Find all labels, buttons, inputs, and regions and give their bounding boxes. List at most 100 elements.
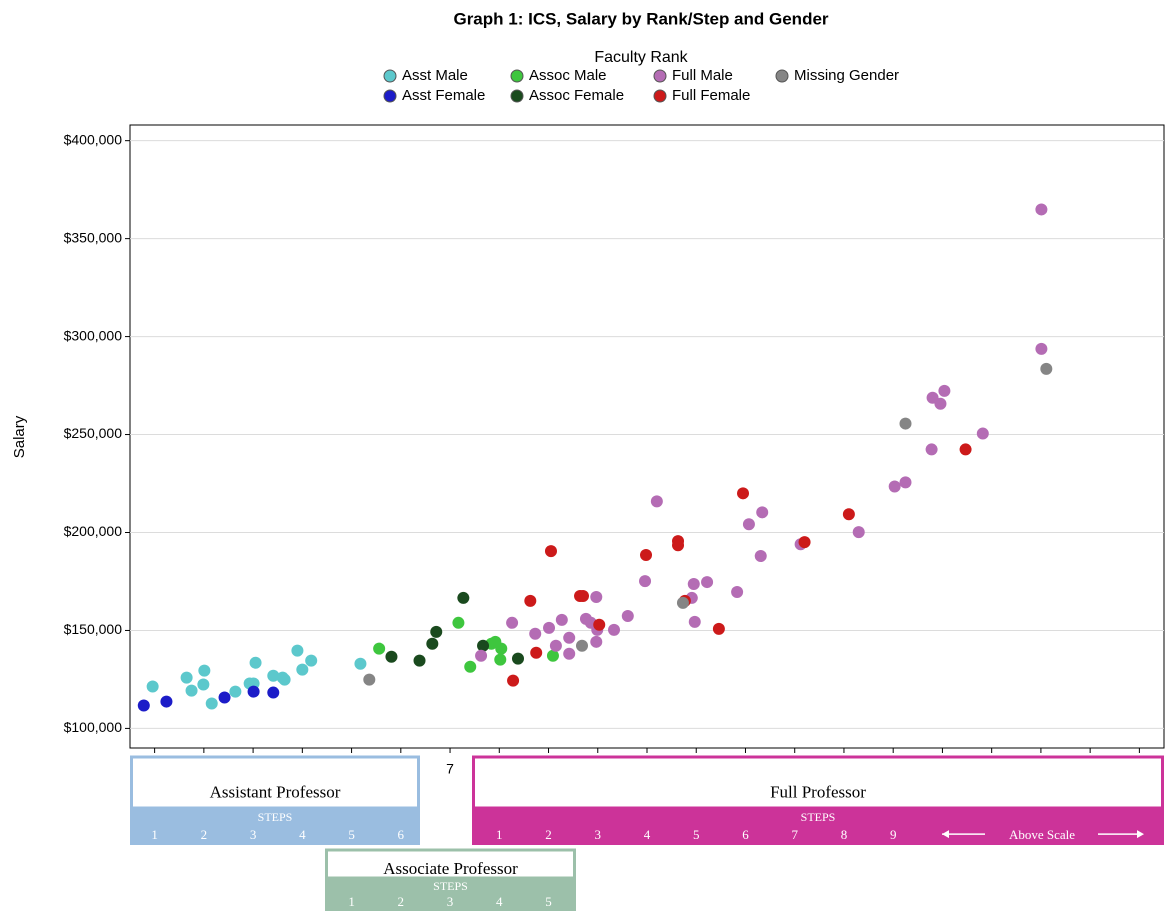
- scatter-point: [511, 652, 524, 665]
- scatter-point: [426, 637, 439, 650]
- step-label: 3: [250, 827, 257, 842]
- scatter-point: [590, 635, 603, 648]
- steps-title: STEPS: [433, 879, 468, 893]
- scatter-point: [576, 589, 589, 602]
- scatter-point: [938, 384, 951, 397]
- scatter-point: [754, 550, 767, 563]
- scatter-point: [494, 653, 507, 666]
- scatter-point: [640, 549, 653, 562]
- band-label: Full Professor: [770, 783, 866, 802]
- scatter-point: [756, 506, 769, 519]
- band-fill: [325, 878, 576, 911]
- scatter-point: [529, 627, 542, 640]
- legend-marker: [383, 69, 397, 83]
- arrow-head: [942, 830, 949, 839]
- above-scale-label: Above Scale: [1009, 827, 1075, 842]
- scatter-point: [852, 526, 865, 539]
- scatter-point: [198, 664, 211, 677]
- scatter-point: [430, 625, 443, 638]
- scatter-point: [731, 586, 744, 599]
- scatter-point: [672, 535, 685, 548]
- scatter-point: [495, 642, 508, 655]
- scatter-point: [549, 639, 562, 652]
- step-label: 2: [201, 827, 208, 842]
- scatter-point: [305, 654, 318, 667]
- scatter-point: [464, 660, 477, 673]
- step-label: 3: [595, 827, 602, 842]
- scatter-point: [267, 686, 280, 699]
- scatter-point: [137, 699, 150, 712]
- steps-title: STEPS: [801, 810, 836, 824]
- band-label: Associate Professor: [383, 859, 518, 878]
- scatter-point: [229, 685, 242, 698]
- legend-marker: [510, 69, 524, 83]
- y-tick-label: $100,000: [64, 719, 123, 735]
- legend-marker: [775, 69, 789, 83]
- scatter-point: [524, 594, 537, 607]
- scatter-point: [593, 618, 606, 631]
- scatter-point: [555, 613, 568, 626]
- scatter-point: [925, 443, 938, 456]
- plot-frame: [129, 124, 1165, 749]
- y-tick-label: $150,000: [64, 621, 123, 637]
- step-label: 6: [742, 827, 749, 842]
- legend-label: Asst Male: [402, 67, 468, 84]
- step-label: 5: [348, 827, 355, 842]
- scatter-point: [976, 427, 989, 440]
- scatter-point: [798, 536, 811, 549]
- legend-label: Asst Female: [402, 87, 485, 104]
- scatter-point: [639, 575, 652, 588]
- scatter-point: [676, 596, 689, 609]
- step-label: 4: [299, 827, 306, 842]
- scatter-point: [563, 631, 576, 644]
- scatter-point: [621, 609, 634, 622]
- scatter-point: [934, 397, 947, 410]
- chart-title: Graph 1: ICS, Salary by Rank/Step and Ge…: [453, 9, 828, 28]
- scatter-point: [475, 649, 488, 662]
- scatter-point: [899, 417, 912, 430]
- scatter-point: [457, 591, 470, 604]
- scatter-point: [267, 669, 280, 682]
- step-label: 1: [348, 894, 355, 909]
- scatter-point: [205, 697, 218, 710]
- band-fill: [472, 808, 1164, 845]
- step-label: 2: [398, 894, 405, 909]
- legend-marker: [383, 89, 397, 103]
- scatter-point: [385, 650, 398, 663]
- scatter-point: [590, 590, 603, 603]
- y-tick-label: $300,000: [64, 327, 123, 343]
- step-label: 9: [890, 827, 897, 842]
- legend-label: Assoc Female: [529, 87, 624, 104]
- step-label: 1: [151, 827, 158, 842]
- step-label: 1: [496, 827, 503, 842]
- legend-label: Missing Gender: [794, 67, 899, 84]
- scatter-point: [737, 487, 750, 500]
- y-tick-label: $350,000: [64, 229, 123, 245]
- step-label: 4: [496, 894, 503, 909]
- band-bracket: [325, 848, 576, 880]
- scatter-point: [563, 647, 576, 660]
- scatter-point: [842, 508, 855, 521]
- scatter-point: [276, 671, 289, 684]
- scatter-point: [218, 691, 231, 704]
- scatter-point: [742, 518, 755, 531]
- legend-label: Full Male: [672, 67, 733, 84]
- scatter-point: [180, 671, 193, 684]
- y-tick-label: $400,000: [64, 131, 123, 147]
- scatter-point: [650, 495, 663, 508]
- scatter-point: [363, 673, 376, 686]
- step-label: 5: [693, 827, 700, 842]
- scatter-point: [959, 443, 972, 456]
- scatter-point: [354, 657, 367, 670]
- y-axis-label: Salary: [11, 415, 28, 458]
- scatter-point: [888, 480, 901, 493]
- scatter-point: [530, 646, 543, 659]
- scatter-point: [477, 639, 490, 652]
- scatter-point: [452, 616, 465, 629]
- scatter-point: [687, 578, 700, 591]
- scatter-point: [146, 680, 159, 693]
- scatter-point: [1035, 342, 1048, 355]
- legend-title: Faculty Rank: [594, 49, 688, 66]
- step-label: 2: [545, 827, 552, 842]
